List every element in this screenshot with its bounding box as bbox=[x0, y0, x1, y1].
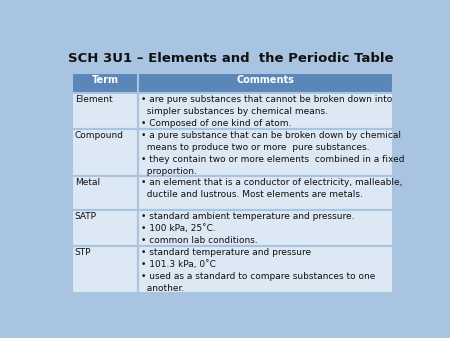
Text: Term: Term bbox=[92, 75, 119, 85]
Text: • standard temperature and pressure
• 101.3 kPa, 0˚C
• used as a standard to com: • standard temperature and pressure • 10… bbox=[141, 248, 375, 293]
Text: • are pure substances that cannot be broken down into
  simpler substances by ch: • are pure substances that cannot be bro… bbox=[141, 95, 392, 128]
Text: SATP: SATP bbox=[75, 212, 97, 221]
Bar bbox=[138, 246, 393, 293]
Text: STP: STP bbox=[75, 248, 91, 257]
Bar bbox=[138, 93, 393, 129]
Text: Element: Element bbox=[75, 95, 112, 104]
Bar bbox=[138, 176, 393, 210]
Text: • standard ambient temperature and pressure.
• 100 kPa, 25˚C.
• common lab condi: • standard ambient temperature and press… bbox=[141, 212, 355, 245]
Text: Comments: Comments bbox=[237, 75, 294, 85]
Text: Compound: Compound bbox=[75, 131, 124, 141]
Bar bbox=[72, 93, 138, 129]
Bar bbox=[72, 210, 138, 246]
Text: • an element that is a conductor of electricity, malleable,
  ductile and lustro: • an element that is a conductor of elec… bbox=[141, 178, 402, 199]
Bar bbox=[72, 246, 138, 293]
Text: SCH 3U1 – Elements and  the Periodic Table: SCH 3U1 – Elements and the Periodic Tabl… bbox=[68, 52, 393, 65]
Bar bbox=[138, 129, 393, 176]
Bar bbox=[72, 176, 138, 210]
Text: Metal: Metal bbox=[75, 178, 100, 188]
Bar bbox=[138, 210, 393, 246]
Bar bbox=[72, 129, 138, 176]
Text: • a pure substance that can be broken down by chemical
  means to produce two or: • a pure substance that can be broken do… bbox=[141, 131, 405, 176]
Bar bbox=[72, 73, 138, 93]
Bar bbox=[138, 73, 393, 93]
